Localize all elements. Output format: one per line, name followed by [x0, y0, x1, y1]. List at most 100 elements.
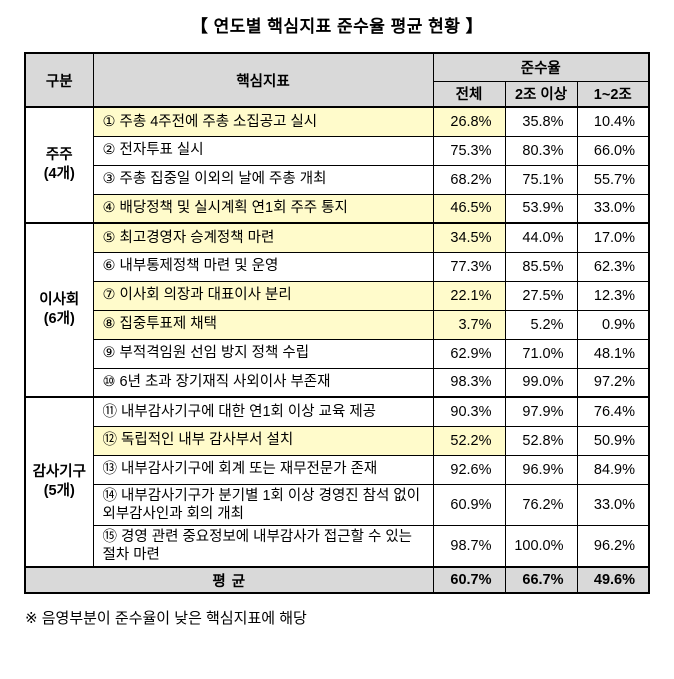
group-cell-audit: 감사기구 (5개): [24, 396, 94, 568]
indicator-cell: ⑮ 경영 관련 중요정보에 내부감사가 접근할 수 있는 절차 마련: [92, 524, 434, 568]
value-cell-total: 98.3%: [432, 367, 506, 398]
value-cell-over2: 100.0%: [504, 524, 578, 568]
value-cell-over2: 5.2%: [504, 309, 578, 340]
col-header-category: 구분: [24, 52, 94, 108]
value-cell-over2: 97.9%: [504, 396, 578, 427]
indicator-cell: ⑧ 집중투표제 채택: [92, 309, 434, 340]
col-header-1to2: 1~2조: [576, 80, 650, 108]
value-cell-total: 77.3%: [432, 251, 506, 282]
value-cell-over2: 53.9%: [504, 193, 578, 224]
group-name: 감사기구: [32, 464, 86, 481]
value-cell-1to2: 17.0%: [576, 222, 650, 253]
col-header-compliance: 준수율: [432, 52, 650, 82]
value-cell-total: 68.2%: [432, 164, 506, 195]
table-row: ⑩ 6년 초과 장기재직 사외이사 부존재 98.3% 99.0% 97.2%: [25, 367, 650, 398]
value-cell-1to2: 0.9%: [576, 309, 650, 340]
indicator-cell: ⑨ 부적격임원 선임 방지 정책 수립: [92, 338, 434, 369]
col-header-indicator: 핵심지표: [92, 52, 434, 108]
group-name: 이사회: [39, 292, 80, 309]
indicator-cell: ⑥ 내부통제정책 마련 및 운영: [92, 251, 434, 282]
value-cell-1to2: 96.2%: [576, 524, 650, 568]
group-cell-board: 이사회 (6개): [24, 222, 94, 398]
value-cell-over2: 52.8%: [504, 425, 578, 456]
value-cell-total: 90.3%: [432, 396, 506, 427]
indicator-cell: ⑬ 내부감사기구에 회계 또는 재무전문가 존재: [92, 454, 434, 485]
average-label: 평 균: [24, 566, 434, 594]
table-row: ④ 배당정책 및 실시계획 연1회 주주 통지 46.5% 53.9% 33.0…: [25, 193, 650, 224]
value-cell-total: 98.7%: [432, 524, 506, 568]
table-row: ⑭ 내부감사기구가 분기별 1회 이상 경영진 참석 없이 외부감사인과 회의 …: [25, 483, 650, 526]
value-cell-total: 26.8%: [432, 106, 506, 137]
value-cell-over2: 75.1%: [504, 164, 578, 195]
value-cell-total: 62.9%: [432, 338, 506, 369]
table-row: 주주 (4개) ① 주총 4주전에 주총 소집공고 실시 26.8% 35.8%…: [24, 106, 650, 224]
indicator-cell: ⑫ 독립적인 내부 감사부서 설치: [92, 425, 434, 456]
table-row: 이사회 (6개) ⑤ 최고경영자 승계정책 마련 34.5% 44.0% 17.…: [24, 222, 650, 398]
value-cell-total: 46.5%: [432, 193, 506, 224]
group-count: (4개): [43, 166, 75, 182]
indicator-cell: ③ 주총 집중일 이외의 날에 주총 개최: [92, 164, 434, 195]
indicator-cell: ① 주총 4주전에 주총 소집공고 실시: [92, 106, 434, 137]
table-row: 감사기구 (5개) ⑪ 내부감사기구에 대한 연1회 이상 교육 제공 90.3…: [24, 396, 650, 568]
table-row: ⑦ 이사회 의장과 대표이사 분리 22.1% 27.5% 12.3%: [25, 280, 650, 311]
value-cell-total: 22.1%: [432, 280, 506, 311]
page-title: 【 연도별 핵심지표 준수율 평균 현황 】: [190, 17, 484, 36]
value-cell-1to2: 33.0%: [576, 193, 650, 224]
value-cell-1to2: 55.7%: [576, 164, 650, 195]
table-row: ③ 주총 집중일 이외의 날에 주총 개최 68.2% 75.1% 55.7%: [25, 164, 650, 195]
table-row: ⑫ 독립적인 내부 감사부서 설치 52.2% 52.8% 50.9%: [25, 425, 650, 456]
indicator-cell: ⑪ 내부감사기구에 대한 연1회 이상 교육 제공: [92, 396, 434, 427]
col-header-over2: 2조 이상: [504, 80, 578, 108]
value-cell-over2: 85.5%: [504, 251, 578, 282]
value-cell-1to2: 66.0%: [576, 135, 650, 166]
table-row: ⑨ 부적격임원 선임 방지 정책 수립 62.9% 71.0% 48.1%: [25, 338, 650, 369]
table-row: ⑥ 내부통제정책 마련 및 운영 77.3% 85.5% 62.3%: [25, 251, 650, 282]
average-total: 60.7%: [432, 566, 506, 594]
value-cell-total: 92.6%: [432, 454, 506, 485]
value-cell-over2: 99.0%: [504, 367, 578, 398]
value-cell-over2: 76.2%: [504, 483, 578, 526]
value-cell-over2: 27.5%: [504, 280, 578, 311]
table-row: ② 전자투표 실시 75.3% 80.3% 66.0%: [25, 135, 650, 166]
col-header-total: 전체: [432, 80, 506, 108]
indicator-cell: ⑩ 6년 초과 장기재직 사외이사 부존재: [92, 367, 434, 398]
indicator-cell: ⑭ 내부감사기구가 분기별 1회 이상 경영진 참석 없이 외부감사인과 회의 …: [92, 483, 434, 526]
header-row-1: 구분 핵심지표 준수율: [24, 52, 650, 108]
value-cell-1to2: 12.3%: [576, 280, 650, 311]
value-cell-total: 60.9%: [432, 483, 506, 526]
value-cell-total: 52.2%: [432, 425, 506, 456]
value-cell-1to2: 10.4%: [576, 106, 650, 137]
value-cell-over2: 44.0%: [504, 222, 578, 253]
average-1to2: 49.6%: [576, 566, 650, 594]
value-cell-1to2: 97.2%: [576, 367, 650, 398]
value-cell-total: 3.7%: [432, 309, 506, 340]
value-cell-total: 34.5%: [432, 222, 506, 253]
value-cell-over2: 71.0%: [504, 338, 578, 369]
table-row: ⑬ 내부감사기구에 회계 또는 재무전문가 존재 92.6% 96.9% 84.…: [25, 454, 650, 485]
table-row: ⑮ 경영 관련 중요정보에 내부감사가 접근할 수 있는 절차 마련 98.7%…: [25, 524, 650, 568]
value-cell-1to2: 50.9%: [576, 425, 650, 456]
footnote: ※ 음영부분이 준수율이 낮은 핵심지표에 해당: [25, 610, 307, 627]
value-cell-1to2: 48.1%: [576, 338, 650, 369]
average-over2: 66.7%: [504, 566, 578, 594]
indicator-cell: ② 전자투표 실시: [92, 135, 434, 166]
table-row: ⑧ 집중투표제 채택 3.7% 5.2% 0.9%: [25, 309, 650, 340]
indicator-cell: ④ 배당정책 및 실시계획 연1회 주주 통지: [92, 193, 434, 224]
value-cell-1to2: 84.9%: [576, 454, 650, 485]
value-cell-1to2: 62.3%: [576, 251, 650, 282]
value-cell-total: 75.3%: [432, 135, 506, 166]
group-name: 주주: [45, 147, 73, 164]
value-cell-over2: 96.9%: [504, 454, 578, 485]
average-row: 평 균 60.7% 66.7% 49.6%: [24, 566, 650, 594]
group-cell-shareholders: 주주 (4개): [24, 106, 94, 224]
indicator-cell: ⑤ 최고경영자 승계정책 마련: [92, 222, 434, 253]
value-cell-over2: 80.3%: [504, 135, 578, 166]
value-cell-1to2: 33.0%: [576, 483, 650, 526]
header-row-2: 전체 2조 이상 1~2조: [25, 80, 650, 108]
value-cell-1to2: 76.4%: [576, 396, 650, 427]
group-count: (6개): [43, 311, 75, 327]
compliance-table: 구분 핵심지표 준수율 전체 2조 이상 1~2조 주주 (4개) ① 주총 4…: [24, 52, 650, 594]
indicator-cell: ⑦ 이사회 의장과 대표이사 분리: [92, 280, 434, 311]
value-cell-over2: 35.8%: [504, 106, 578, 137]
group-count: (5개): [43, 483, 75, 499]
